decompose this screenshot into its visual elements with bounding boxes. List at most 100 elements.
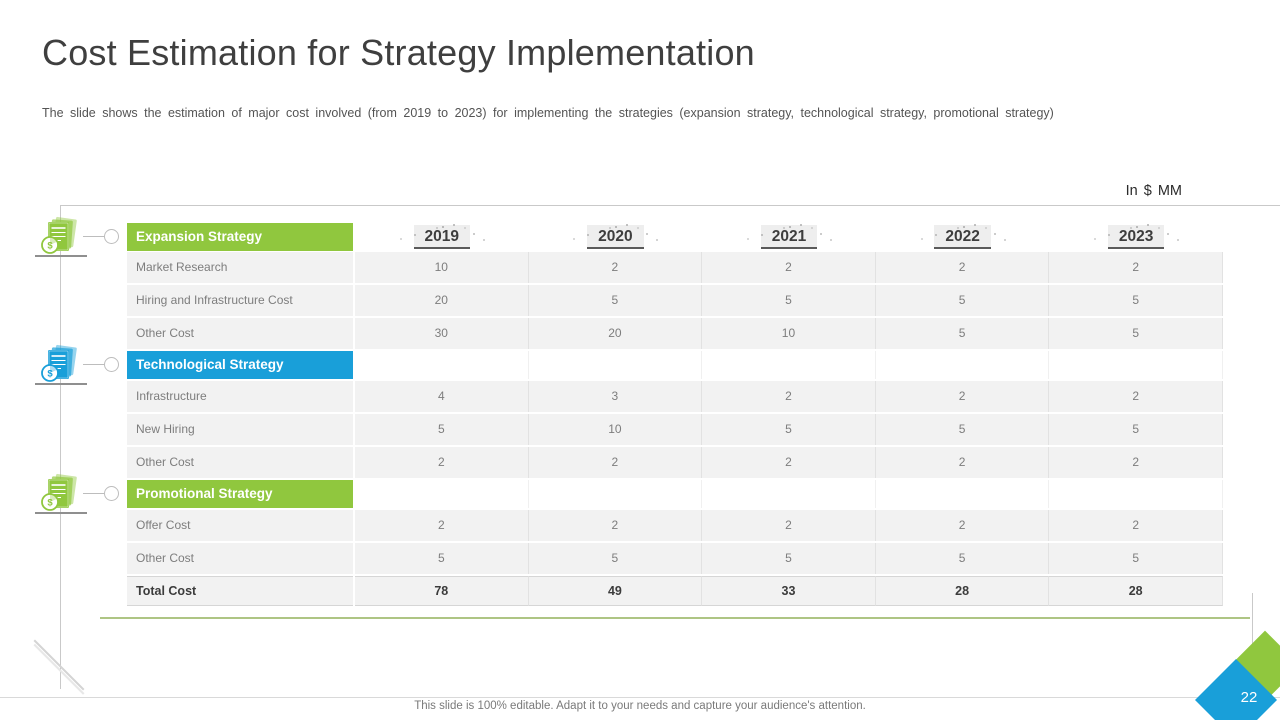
empty-cell — [702, 480, 876, 508]
value-cell: 2 — [702, 447, 876, 478]
icon-base-line — [35, 255, 87, 257]
year-badge: 2023 — [1107, 225, 1165, 249]
section-header: Expansion Strategy — [127, 223, 353, 251]
value-cell: 2 — [1049, 447, 1223, 478]
strategy-icon-group: $ — [35, 472, 120, 516]
total-label: Total Cost — [127, 576, 353, 606]
value-cell: 30 — [355, 318, 529, 349]
value-cell: 2 — [528, 447, 703, 478]
slide-subtitle: The slide shows the estimation of major … — [42, 106, 1054, 120]
table-row: Market Research 10 2 2 2 2 — [127, 252, 1223, 283]
value-cell: 2 — [875, 252, 1050, 283]
value-cell: 2 — [875, 447, 1050, 478]
empty-cell — [876, 480, 1050, 508]
row-label: Other Cost — [127, 543, 353, 574]
table-row: Hiring and Infrastructure Cost 20 5 5 5 5 — [127, 285, 1223, 316]
corner-diagonal-line — [33, 639, 85, 691]
table-row: Offer Cost 2 2 2 2 2 — [127, 510, 1223, 541]
value-cell: 5 — [875, 318, 1050, 349]
svg-text:$: $ — [47, 241, 53, 252]
total-value-cell: 28 — [1049, 576, 1223, 606]
value-cell: 2 — [355, 447, 529, 478]
connector-line — [83, 236, 104, 237]
decorative-dots — [441, 226, 444, 228]
value-cell: 2 — [702, 510, 876, 541]
value-cell: 5 — [875, 414, 1050, 445]
table-header-row: Expansion Strategy 2019 2020 2021 2022 2023 — [127, 223, 1223, 251]
promotional-strategy-doc-icon-icon: $ — [38, 472, 120, 521]
year-header: 2023 — [1049, 223, 1223, 251]
strategy-icon-group: $ — [35, 343, 120, 387]
year-header: 2022 — [876, 223, 1050, 251]
svg-text:$: $ — [47, 369, 53, 380]
empty-cell — [355, 351, 529, 379]
value-cell: 2 — [1049, 381, 1223, 412]
right-tick-line — [1252, 593, 1253, 645]
value-cell: 5 — [528, 285, 703, 316]
row-label: Market Research — [127, 252, 353, 283]
footer-note: This slide is 100% editable. Adapt it to… — [414, 700, 866, 712]
connector-line — [83, 364, 104, 365]
value-cell: 2 — [875, 510, 1050, 541]
table-row: Other Cost 30 20 10 5 5 — [127, 318, 1223, 349]
icon-base-line — [35, 512, 87, 514]
value-cell: 20 — [528, 318, 703, 349]
table-row: Infrastructure 4 3 2 2 2 — [127, 381, 1223, 412]
strategy-icon-group: $ — [35, 215, 120, 259]
total-value-cell: 28 — [875, 576, 1050, 606]
year-badge: 2022 — [934, 225, 991, 249]
value-cell: 20 — [355, 285, 529, 316]
value-cell: 2 — [1049, 252, 1223, 283]
value-cell: 5 — [875, 285, 1050, 316]
section-header: Technological Strategy — [127, 351, 353, 379]
technological-strategy-doc-icon-icon: $ — [38, 343, 120, 392]
year-badge: 2020 — [587, 225, 644, 249]
value-cell: 5 — [702, 543, 876, 574]
row-label: Other Cost — [127, 447, 353, 478]
svg-text:$: $ — [47, 498, 53, 509]
row-label: Other Cost — [127, 318, 353, 349]
value-cell: 5 — [875, 543, 1050, 574]
top-divider-line — [60, 205, 1280, 206]
value-cell: 2 — [702, 381, 876, 412]
value-cell: 10 — [702, 318, 876, 349]
section-band-row: Promotional Strategy — [127, 480, 1223, 508]
value-cell: 4 — [355, 381, 529, 412]
unit-label: In $ MM — [1125, 183, 1182, 199]
value-cell: 5 — [1049, 543, 1223, 574]
timeline-line — [60, 205, 61, 689]
value-cell: 5 — [702, 414, 876, 445]
value-cell: 5 — [1049, 285, 1223, 316]
table-row: New Hiring 5 10 5 5 5 — [127, 414, 1223, 445]
row-label: New Hiring — [127, 414, 353, 445]
connector-node — [104, 357, 119, 372]
empty-cell — [876, 351, 1050, 379]
empty-cell — [1049, 351, 1223, 379]
year-badge: 2021 — [760, 225, 818, 249]
row-label: Hiring and Infrastructure Cost — [127, 285, 353, 316]
year-header: 2021 — [702, 223, 876, 251]
value-cell: 2 — [528, 252, 703, 283]
table-row: Other Cost 5 5 5 5 5 — [127, 543, 1223, 574]
slide-title: Cost Estimation for Strategy Implementat… — [42, 32, 755, 73]
empty-cell — [355, 480, 529, 508]
value-cell: 2 — [1049, 510, 1223, 541]
empty-cell — [1049, 480, 1223, 508]
value-cell: 2 — [702, 252, 876, 283]
value-cell: 3 — [528, 381, 703, 412]
empty-cell — [529, 351, 703, 379]
table-underline — [100, 617, 1250, 619]
value-cell: 2 — [355, 510, 529, 541]
icon-base-line — [35, 383, 87, 385]
value-cell: 5 — [355, 414, 529, 445]
total-value-cell: 49 — [528, 576, 703, 606]
footer-divider — [0, 697, 1280, 698]
section-header: Promotional Strategy — [127, 480, 353, 508]
decorative-dots — [962, 226, 965, 228]
section-band-row: Technological Strategy — [127, 351, 1223, 379]
empty-cell — [702, 351, 876, 379]
year-badge: 2019 — [413, 225, 471, 249]
connector-line — [83, 493, 104, 494]
year-header: 2020 — [529, 223, 703, 251]
